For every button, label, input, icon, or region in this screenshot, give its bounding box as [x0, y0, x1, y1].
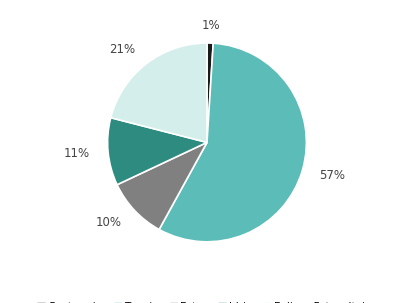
Wedge shape: [159, 43, 306, 242]
Text: 11%: 11%: [64, 147, 90, 160]
Wedge shape: [110, 43, 206, 142]
Wedge shape: [206, 43, 213, 142]
Text: 1%: 1%: [201, 19, 219, 32]
Text: 21%: 21%: [109, 43, 135, 56]
Wedge shape: [117, 142, 206, 229]
Text: 10%: 10%: [95, 216, 121, 229]
Text: 57%: 57%: [319, 169, 345, 181]
Wedge shape: [107, 118, 206, 185]
Legend: Geotermica, Termica, Estero, Idrica, Eolica+Fotovoltaica: Geotermica, Termica, Estero, Idrica, Eol…: [33, 298, 380, 303]
